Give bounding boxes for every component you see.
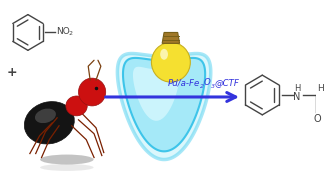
Text: H: H (317, 84, 323, 93)
Text: O: O (204, 78, 211, 87)
Text: O: O (314, 114, 321, 124)
Text: NO: NO (56, 27, 70, 36)
Text: @CTF: @CTF (214, 78, 239, 87)
Polygon shape (133, 67, 179, 121)
Ellipse shape (40, 155, 94, 164)
Circle shape (78, 78, 106, 106)
Text: 3: 3 (211, 84, 215, 88)
Text: H: H (295, 84, 301, 93)
Polygon shape (117, 53, 211, 160)
Ellipse shape (66, 96, 87, 116)
Ellipse shape (160, 49, 168, 60)
Circle shape (151, 42, 190, 82)
Polygon shape (123, 58, 205, 151)
Text: +: + (7, 66, 18, 79)
Text: 2: 2 (200, 84, 204, 88)
Text: N: N (294, 92, 301, 102)
Text: 2: 2 (69, 31, 73, 36)
Ellipse shape (24, 101, 74, 144)
Polygon shape (162, 33, 179, 43)
Text: Pd/a-Fe: Pd/a-Fe (168, 78, 200, 87)
Ellipse shape (40, 164, 94, 171)
Ellipse shape (35, 108, 56, 123)
